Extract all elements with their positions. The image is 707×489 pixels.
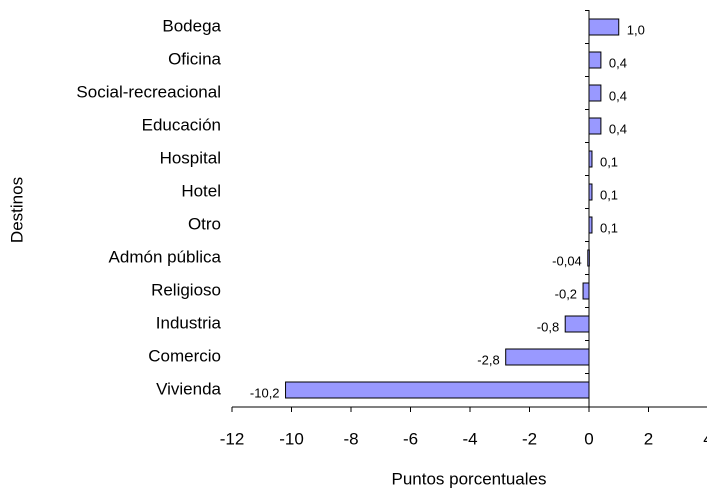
value-label: 0,4: [609, 55, 627, 70]
x-axis-title: Puntos porcentuales: [392, 469, 547, 488]
x-tick-label: -6: [403, 429, 418, 448]
bar: [587, 249, 590, 267]
bar: [285, 381, 590, 399]
y-tick-label: Hospital: [160, 148, 221, 167]
x-tick-label: -2: [522, 429, 537, 448]
value-label: 0,4: [609, 121, 627, 136]
y-tick-label: Religioso: [151, 280, 221, 299]
y-axis-title: Destinos: [7, 177, 26, 243]
x-tick-label: -8: [343, 429, 358, 448]
value-label: -0,2: [555, 286, 577, 301]
x-tick-label: 0: [584, 429, 593, 448]
y-tick-label: Otro: [188, 214, 221, 233]
bar: [588, 84, 602, 102]
value-label: -0,04: [552, 253, 582, 268]
x-tick-label: -4: [462, 429, 477, 448]
x-tick-label: -12: [220, 429, 245, 448]
value-label: 0,1: [600, 154, 618, 169]
bar: [588, 183, 593, 201]
value-label: 1,0: [627, 22, 645, 37]
y-tick-label: Hotel: [181, 181, 221, 200]
bar: [588, 51, 602, 69]
value-label: 0,4: [609, 88, 627, 103]
x-tick-label: -10: [279, 429, 304, 448]
bar: [505, 348, 590, 366]
y-tick-label: Admón pública: [109, 247, 222, 266]
y-tick-label: Social-recreacional: [76, 82, 221, 101]
bar: [588, 18, 620, 36]
x-tick-label: 4: [703, 429, 707, 448]
bar: [582, 282, 590, 300]
x-tick-label: 2: [644, 429, 653, 448]
y-tick-label: Educación: [142, 115, 221, 134]
y-tick-label: Bodega: [162, 16, 221, 35]
y-tick-label: Oficina: [168, 49, 221, 68]
value-label: -2,8: [477, 352, 499, 367]
bar: [588, 117, 602, 135]
value-label: -10,2: [250, 385, 280, 400]
value-label: 0,1: [600, 220, 618, 235]
value-label: -0,8: [537, 319, 559, 334]
y-tick-label: Comercio: [148, 346, 221, 365]
y-tick-label: Industria: [156, 313, 222, 332]
value-label: 0,1: [600, 187, 618, 202]
bar: [588, 216, 593, 234]
bar: [588, 150, 593, 168]
bar: [564, 315, 590, 333]
y-tick-label: Vivienda: [156, 379, 221, 398]
